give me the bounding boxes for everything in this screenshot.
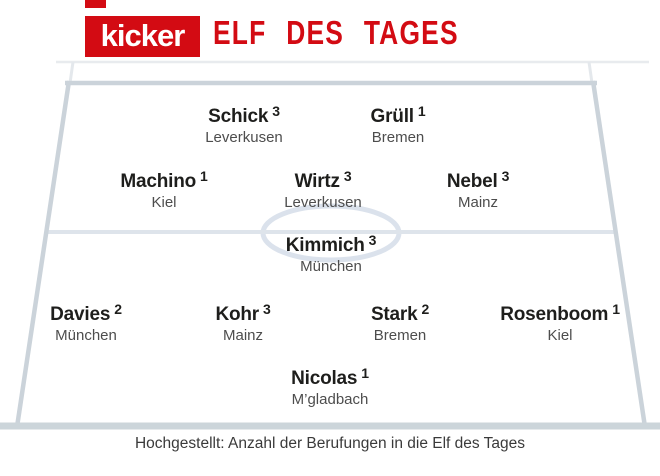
player-kohr: Kohr 3 Mainz — [215, 300, 271, 345]
player-name: Nicolas 1 — [291, 364, 369, 389]
player-callup-count: 3 — [262, 300, 271, 317]
player-callup-count: 1 — [612, 300, 620, 317]
player-club: Kiel — [547, 327, 573, 344]
player-callup-count: 1 — [417, 102, 426, 119]
far-side-line-left — [68, 61, 75, 84]
player-machino: Machino 1 Kiel — [120, 167, 208, 212]
page-title: ELF DES TAGES — [213, 14, 459, 51]
far-side-line-right — [587, 61, 594, 84]
side-line-right — [590, 80, 648, 428]
player-stark: Stark 2 Bremen — [370, 300, 430, 345]
player-club: Bremen — [373, 327, 427, 344]
player-club: Leverkusen — [205, 129, 283, 146]
kicker-logo: kicker — [85, 16, 200, 57]
player-name: Rosenboom 1 — [500, 300, 620, 325]
player-name: Machino 1 — [120, 167, 208, 192]
player-name: Kohr 3 — [215, 300, 271, 325]
player-name: Grüll 1 — [370, 102, 426, 127]
player-name: Stark 2 — [370, 300, 430, 325]
side-line-left — [14, 80, 72, 428]
player-club: Mainz — [222, 327, 263, 344]
red-corner-mark — [85, 0, 106, 8]
player-callup-count: 1 — [361, 364, 369, 381]
player-wirtz: Wirtz 3 Leverkusen — [284, 167, 362, 212]
player-club: München — [55, 327, 117, 344]
player-callup-count: 3 — [501, 167, 510, 184]
player-club: Kiel — [151, 194, 177, 211]
player-kimmich: Kimmich 3 München — [285, 231, 377, 276]
player-name: Kimmich 3 — [285, 231, 377, 256]
player-callup-count: 2 — [421, 300, 430, 317]
player-davies: Davies 2 München — [50, 300, 122, 345]
player-rosenboom: Rosenboom 1 Kiel — [500, 300, 620, 345]
player-name: Wirtz 3 — [294, 167, 352, 192]
player-nebel: Nebel 3 Mainz — [446, 167, 510, 212]
player-club: München — [300, 258, 362, 275]
player-callup-count: 3 — [343, 167, 352, 184]
footer-note: Hochgestellt: Anzahl der Berufungen in d… — [134, 435, 526, 452]
kicker-logo-text: kicker — [100, 17, 186, 53]
player-name: Schick 3 — [208, 102, 280, 127]
player-schick: Schick 3 Leverkusen — [205, 102, 283, 147]
player-club: Leverkusen — [284, 194, 362, 211]
player-grll: Grüll 1 Bremen — [370, 102, 426, 147]
player-callup-count: 3 — [272, 102, 280, 119]
player-club: Bremen — [371, 129, 425, 146]
player-club: Mainz — [457, 194, 498, 211]
player-club: M’gladbach — [291, 391, 369, 408]
player-nicolas: Nicolas 1 M’gladbach — [291, 364, 369, 409]
player-callup-count: 2 — [114, 300, 122, 317]
player-name: Nebel 3 — [446, 167, 510, 192]
player-name: Davies 2 — [50, 300, 122, 325]
player-callup-count: 3 — [368, 231, 377, 248]
player-callup-count: 1 — [200, 167, 208, 184]
